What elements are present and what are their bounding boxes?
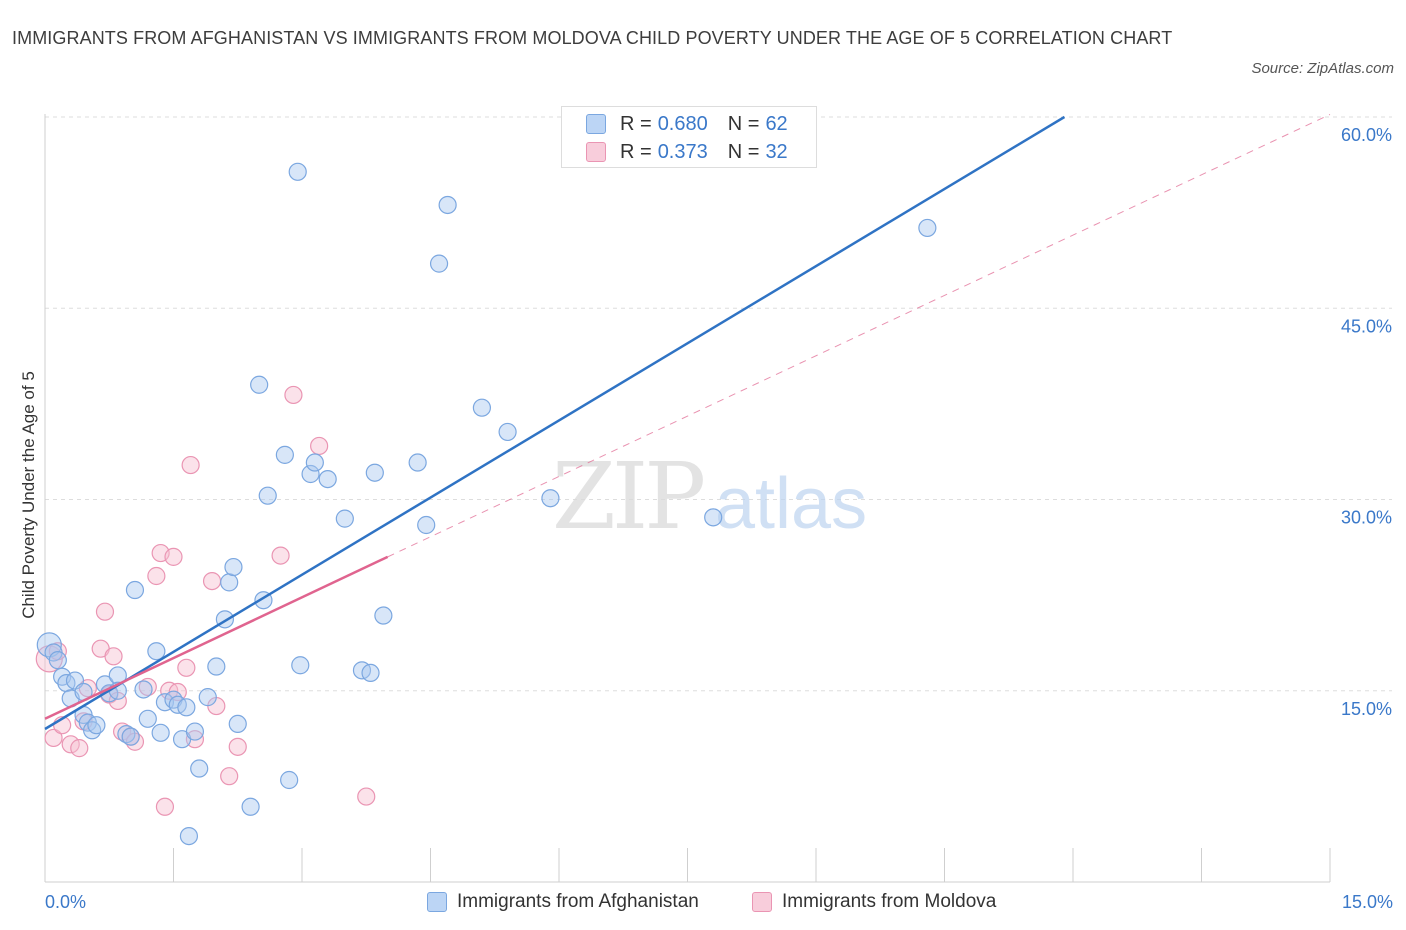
- legend-row-afghanistan: R = 0.680 N = 62: [586, 111, 788, 137]
- y-tick-label: 45.0%: [1341, 316, 1392, 336]
- afghanistan-point: [207, 657, 226, 676]
- legend-item-afghanistan[interactable]: Immigrants from Afghanistan: [427, 889, 699, 915]
- y-axis-label: Child Poverty Under the Age of 5: [19, 371, 38, 619]
- afghanistan-point: [198, 688, 217, 707]
- moldova-swatch: [752, 892, 772, 912]
- afghanistan-point: [250, 375, 269, 394]
- afghanistan-point: [121, 727, 140, 746]
- afghanistan-point: [541, 489, 560, 508]
- x-tick-label: 0.0%: [45, 892, 86, 912]
- afghanistan-point: [438, 195, 457, 215]
- afghanistan-point: [241, 797, 260, 816]
- watermark-zip: ZIP: [552, 443, 703, 550]
- r-label: R =: [620, 112, 652, 135]
- moldova-point: [284, 385, 303, 405]
- legend-row-moldova: R = 0.373 N = 32: [586, 139, 788, 165]
- axes: [44, 114, 1331, 883]
- afghanistan-trend-line: [44, 115, 1066, 731]
- afghanistan-point: [472, 398, 491, 417]
- moldova-point: [220, 767, 239, 786]
- afghanistan-point: [190, 759, 209, 778]
- r-label: R =: [620, 140, 652, 163]
- moldova-trend-line: [44, 555, 389, 720]
- moldova-point: [357, 787, 376, 806]
- moldova-point: [177, 658, 196, 677]
- afghanistan-swatch: [427, 892, 447, 912]
- moldova-point: [181, 455, 200, 475]
- chart-title: IMMIGRANTS FROM AFGHANISTAN VS IMMIGRANT…: [12, 28, 1173, 48]
- trend-lines: [44, 113, 1331, 731]
- afghanistan-point: [498, 422, 517, 442]
- moldova-point: [271, 546, 290, 565]
- moldova-point: [61, 735, 80, 754]
- grid-lines: [45, 116, 1392, 692]
- n-value: 32: [765, 140, 788, 163]
- r-value: 0.680: [657, 112, 708, 135]
- y-tick-label: 60.0%: [1341, 125, 1392, 145]
- moldova-swatch: [586, 142, 606, 162]
- moldova-point: [228, 737, 247, 756]
- afghanistan-point: [134, 680, 153, 699]
- afghanistan-point: [147, 642, 166, 661]
- watermark: ZIP atlas: [552, 443, 867, 550]
- source-label: Source: ZipAtlas.com: [1251, 60, 1394, 77]
- moldova-point: [202, 571, 222, 591]
- y-tick-label: 30.0%: [1341, 508, 1392, 528]
- afghanistan-point: [335, 509, 354, 528]
- afghanistan-point: [151, 723, 170, 742]
- legend-label-moldova: Immigrants from Moldova: [782, 891, 997, 912]
- afghanistan-point: [224, 557, 243, 577]
- afghanistan-point: [220, 573, 239, 592]
- afghanistan-point: [177, 698, 196, 717]
- afghanistan-point: [138, 709, 157, 728]
- afghanistan-point: [228, 714, 247, 734]
- afghanistan-point: [258, 486, 277, 505]
- afghanistan-point: [185, 722, 205, 741]
- r-value: 0.373: [657, 140, 708, 163]
- afghanistan-point: [365, 463, 384, 482]
- afghanistan-point: [280, 770, 299, 790]
- moldova-point: [310, 436, 329, 456]
- moldova-trend-extension: [387, 113, 1331, 558]
- afghanistan-points: [36, 162, 937, 846]
- afghanistan-point: [374, 606, 393, 625]
- afghanistan-point: [305, 453, 324, 472]
- afghanistan-point: [87, 716, 106, 735]
- stats-legend: R = 0.680 N = 62 R = 0.373 N = 32: [561, 106, 817, 168]
- legend-label-afghanistan: Immigrants from Afghanistan: [457, 891, 699, 912]
- afghanistan-point: [361, 663, 380, 683]
- legend-item-moldova[interactable]: Immigrants from Moldova: [752, 889, 996, 915]
- afghanistan-point: [125, 580, 145, 600]
- moldova-points: [35, 385, 376, 816]
- afghanistan-point: [417, 515, 436, 535]
- moldova-point: [164, 547, 183, 566]
- afghanistan-point: [291, 656, 310, 675]
- n-value: 62: [765, 112, 788, 135]
- x-tick-label: 15.0%: [1342, 892, 1393, 912]
- moldova-point: [147, 566, 166, 586]
- afghanistan-point: [704, 508, 723, 527]
- moldova-point: [44, 728, 63, 748]
- moldova-point: [70, 739, 89, 758]
- afghanistan-point: [288, 162, 307, 181]
- watermark-atlas: atlas: [715, 464, 867, 544]
- afghanistan-swatch: [586, 114, 606, 134]
- afghanistan-point: [275, 445, 294, 464]
- tick-labels: 15.0% 30.0% 45.0% 60.0% 0.0% 15.0%: [45, 125, 1393, 912]
- afghanistan-point: [408, 453, 427, 472]
- afghanistan-point: [429, 254, 449, 273]
- moldova-point: [155, 797, 175, 816]
- n-label: N =: [727, 112, 760, 135]
- moldova-point: [95, 602, 115, 621]
- afghanistan-point: [301, 464, 320, 484]
- moldova-point: [104, 647, 123, 666]
- n-label: N =: [727, 140, 760, 163]
- y-tick-label: 15.0%: [1341, 699, 1392, 719]
- moldova-point: [185, 730, 205, 749]
- afghanistan-point: [318, 470, 337, 489]
- afghanistan-point: [179, 826, 199, 846]
- afghanistan-point: [48, 651, 67, 670]
- afghanistan-point: [918, 218, 937, 238]
